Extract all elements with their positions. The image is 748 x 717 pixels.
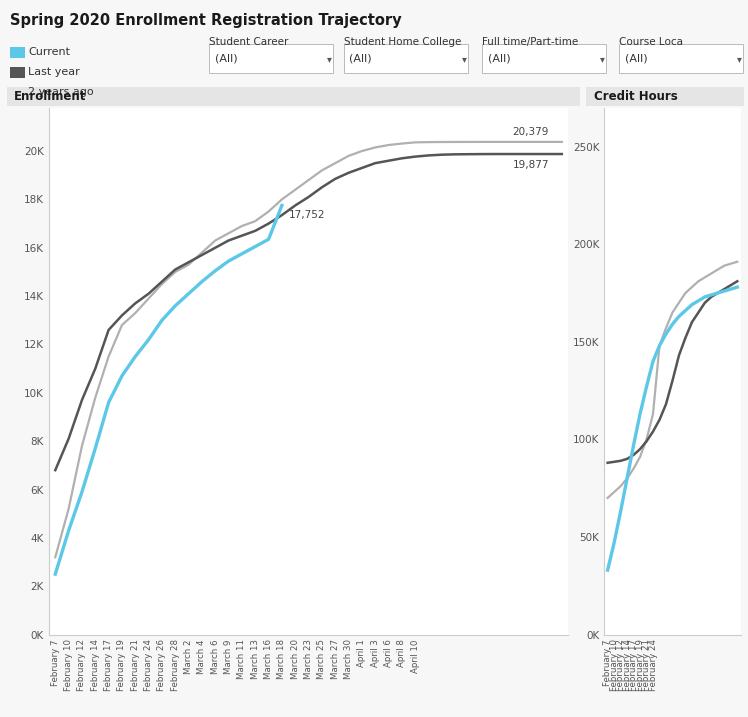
Text: Last year: Last year [28,67,80,77]
Text: 19,877: 19,877 [512,159,549,169]
Text: Credit Hours: Credit Hours [594,90,678,103]
Text: Current: Current [28,47,70,57]
Text: (All): (All) [488,54,510,64]
Text: ▾: ▾ [737,54,742,64]
Text: (All): (All) [215,54,237,64]
Text: Full time/Part-time: Full time/Part-time [482,37,579,47]
Text: 20,379: 20,379 [512,127,549,136]
Text: (All): (All) [349,54,372,64]
Text: ▾: ▾ [600,54,605,64]
Text: ▾: ▾ [327,54,332,64]
Text: Student Career: Student Career [209,37,289,47]
Text: 2 years ago: 2 years ago [28,87,94,97]
Text: ▾: ▾ [462,54,467,64]
Text: Student Home College: Student Home College [344,37,462,47]
Text: Enrollment: Enrollment [13,90,86,103]
Text: Spring 2020 Enrollment Registration Trajectory: Spring 2020 Enrollment Registration Traj… [10,13,402,28]
Text: Course Loca: Course Loca [619,37,684,47]
Text: 17,752: 17,752 [289,210,325,220]
Text: (All): (All) [625,54,647,64]
